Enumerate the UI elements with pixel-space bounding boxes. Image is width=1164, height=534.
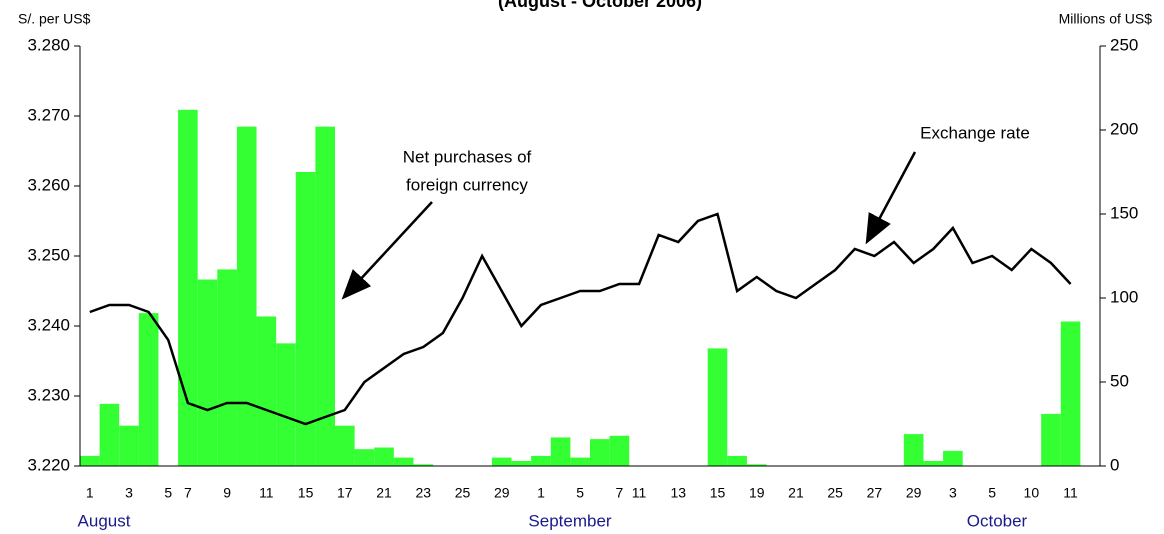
arrow	[341, 201, 433, 300]
x-tick-label: 1	[86, 485, 94, 501]
x-tick-label: 10	[1024, 485, 1040, 501]
bar	[295, 172, 316, 466]
bar	[354, 449, 375, 466]
y-tick-label: 3.280	[27, 35, 70, 54]
bar	[590, 439, 610, 466]
bar	[746, 464, 767, 466]
bar	[99, 403, 120, 466]
y2-tick-label: 150	[1110, 203, 1138, 222]
bar	[923, 460, 944, 466]
bar	[1041, 413, 1061, 466]
x-tick-label: 25	[827, 485, 843, 501]
x-tick-label: 9	[223, 485, 231, 501]
x-tick-label: 5	[164, 485, 172, 501]
x-tick-label: 29	[494, 485, 510, 501]
x-tick-label: 5	[988, 485, 996, 501]
bar	[217, 269, 237, 466]
bar	[335, 425, 355, 466]
bar	[256, 316, 277, 466]
line	[89, 212, 1072, 426]
bar	[80, 455, 100, 466]
x-tick-label: 19	[749, 485, 765, 501]
bar	[570, 457, 590, 466]
bar	[276, 343, 296, 466]
y-tick-label: 3.230	[27, 385, 70, 404]
x-tick-label: 7	[616, 485, 624, 501]
bar	[903, 434, 924, 466]
x-tick-label: 3	[949, 485, 957, 501]
bar	[315, 126, 335, 466]
x-tick-label: 25	[455, 485, 471, 501]
x-tick-label: 3	[125, 485, 133, 501]
y2-tick-label: 250	[1110, 35, 1138, 54]
x-tick-label: 29	[906, 485, 922, 501]
bar	[393, 457, 414, 466]
bar	[491, 457, 512, 466]
y2-tick-label: 200	[1110, 119, 1138, 138]
bar	[1060, 321, 1081, 466]
x-tick-label: 7	[184, 485, 192, 501]
arrow	[865, 151, 917, 245]
y2-axis-title: Millions of US$	[1059, 11, 1153, 27]
x-tick-label: 1	[537, 485, 545, 501]
month-label: October	[967, 511, 1028, 530]
y-axis-title: S/. per US$	[18, 11, 91, 27]
y-tick-label: 3.240	[27, 315, 70, 334]
x-tick-label: 21	[788, 485, 804, 501]
bar	[119, 425, 139, 466]
y2-tick-label: 50	[1110, 371, 1129, 390]
bar	[727, 455, 747, 466]
y-tick-label: 3.260	[27, 175, 70, 194]
bar	[550, 437, 571, 466]
bar	[413, 464, 434, 466]
month-label: August	[78, 511, 131, 530]
bar	[178, 109, 198, 466]
annotation: Net purchases of	[403, 147, 532, 166]
x-tick-label: 11	[632, 485, 647, 501]
x-tick-label: 27	[867, 485, 883, 501]
bar	[511, 460, 532, 466]
bar	[609, 435, 630, 466]
bar	[138, 313, 159, 466]
x-tick-label: 13	[670, 485, 686, 501]
bar	[707, 348, 728, 466]
x-tick-label: 11	[1063, 485, 1078, 501]
x-tick-label: 23	[415, 485, 431, 501]
bar	[531, 455, 551, 466]
annotation: foreign currency	[406, 175, 528, 194]
bar	[197, 279, 218, 466]
x-tick-label: 15	[710, 485, 726, 501]
y-tick-label: 3.270	[27, 105, 70, 124]
x-tick-label: 11	[259, 485, 274, 501]
bar	[943, 450, 963, 466]
y2-tick-label: 100	[1110, 287, 1138, 306]
chart-title: (August - October 2006)	[498, 0, 702, 11]
x-tick-label: 5	[576, 485, 584, 501]
y2-tick-label: 0	[1110, 455, 1119, 474]
annotation: Exchange rate	[920, 123, 1030, 142]
month-label: September	[528, 511, 611, 530]
bar	[374, 447, 394, 466]
y-tick-label: 3.220	[27, 455, 70, 474]
x-tick-label: 21	[376, 485, 392, 501]
x-tick-label: 15	[298, 485, 314, 501]
bar	[236, 126, 257, 466]
y-tick-label: 3.250	[27, 245, 70, 264]
x-tick-label: 17	[337, 485, 353, 501]
